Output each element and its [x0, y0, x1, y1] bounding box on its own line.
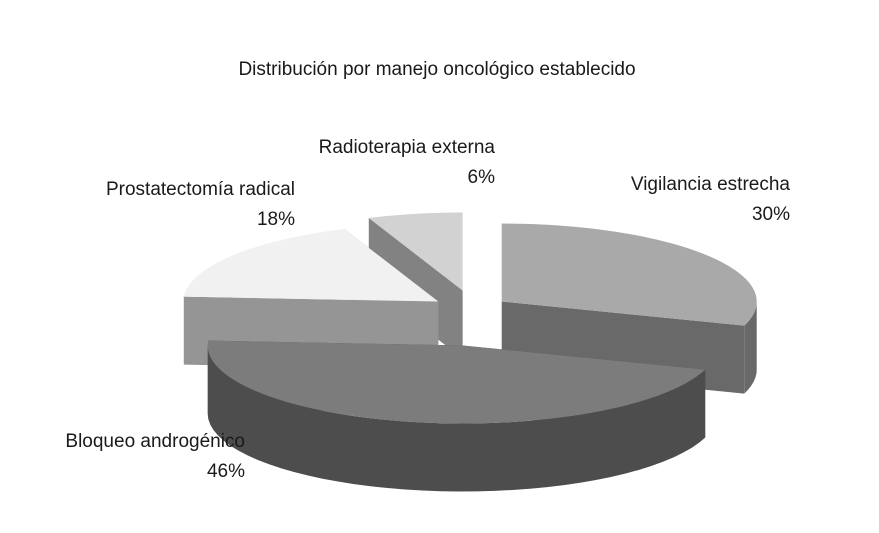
slice-side	[744, 301, 757, 394]
slice-top	[183, 229, 439, 302]
chart-title: Distribución por manejo oncológico estab…	[238, 59, 635, 80]
slice-label: Bloqueo androgénico	[65, 431, 245, 452]
slice-top	[368, 212, 463, 291]
slice-label: Vigilancia estrecha	[631, 174, 791, 195]
slice-label: Prostatectomía radical	[106, 179, 295, 200]
slice-label: Radioterapia externa	[319, 137, 496, 158]
slice-top	[207, 340, 706, 424]
slice-value-label: 6%	[468, 167, 496, 188]
slice-top	[501, 223, 757, 326]
slice-value-label: 18%	[257, 209, 295, 230]
slice-value-label: 30%	[752, 204, 790, 225]
slice-value-label: 46%	[207, 461, 245, 482]
slice	[207, 340, 706, 492]
slice-side	[207, 345, 706, 492]
